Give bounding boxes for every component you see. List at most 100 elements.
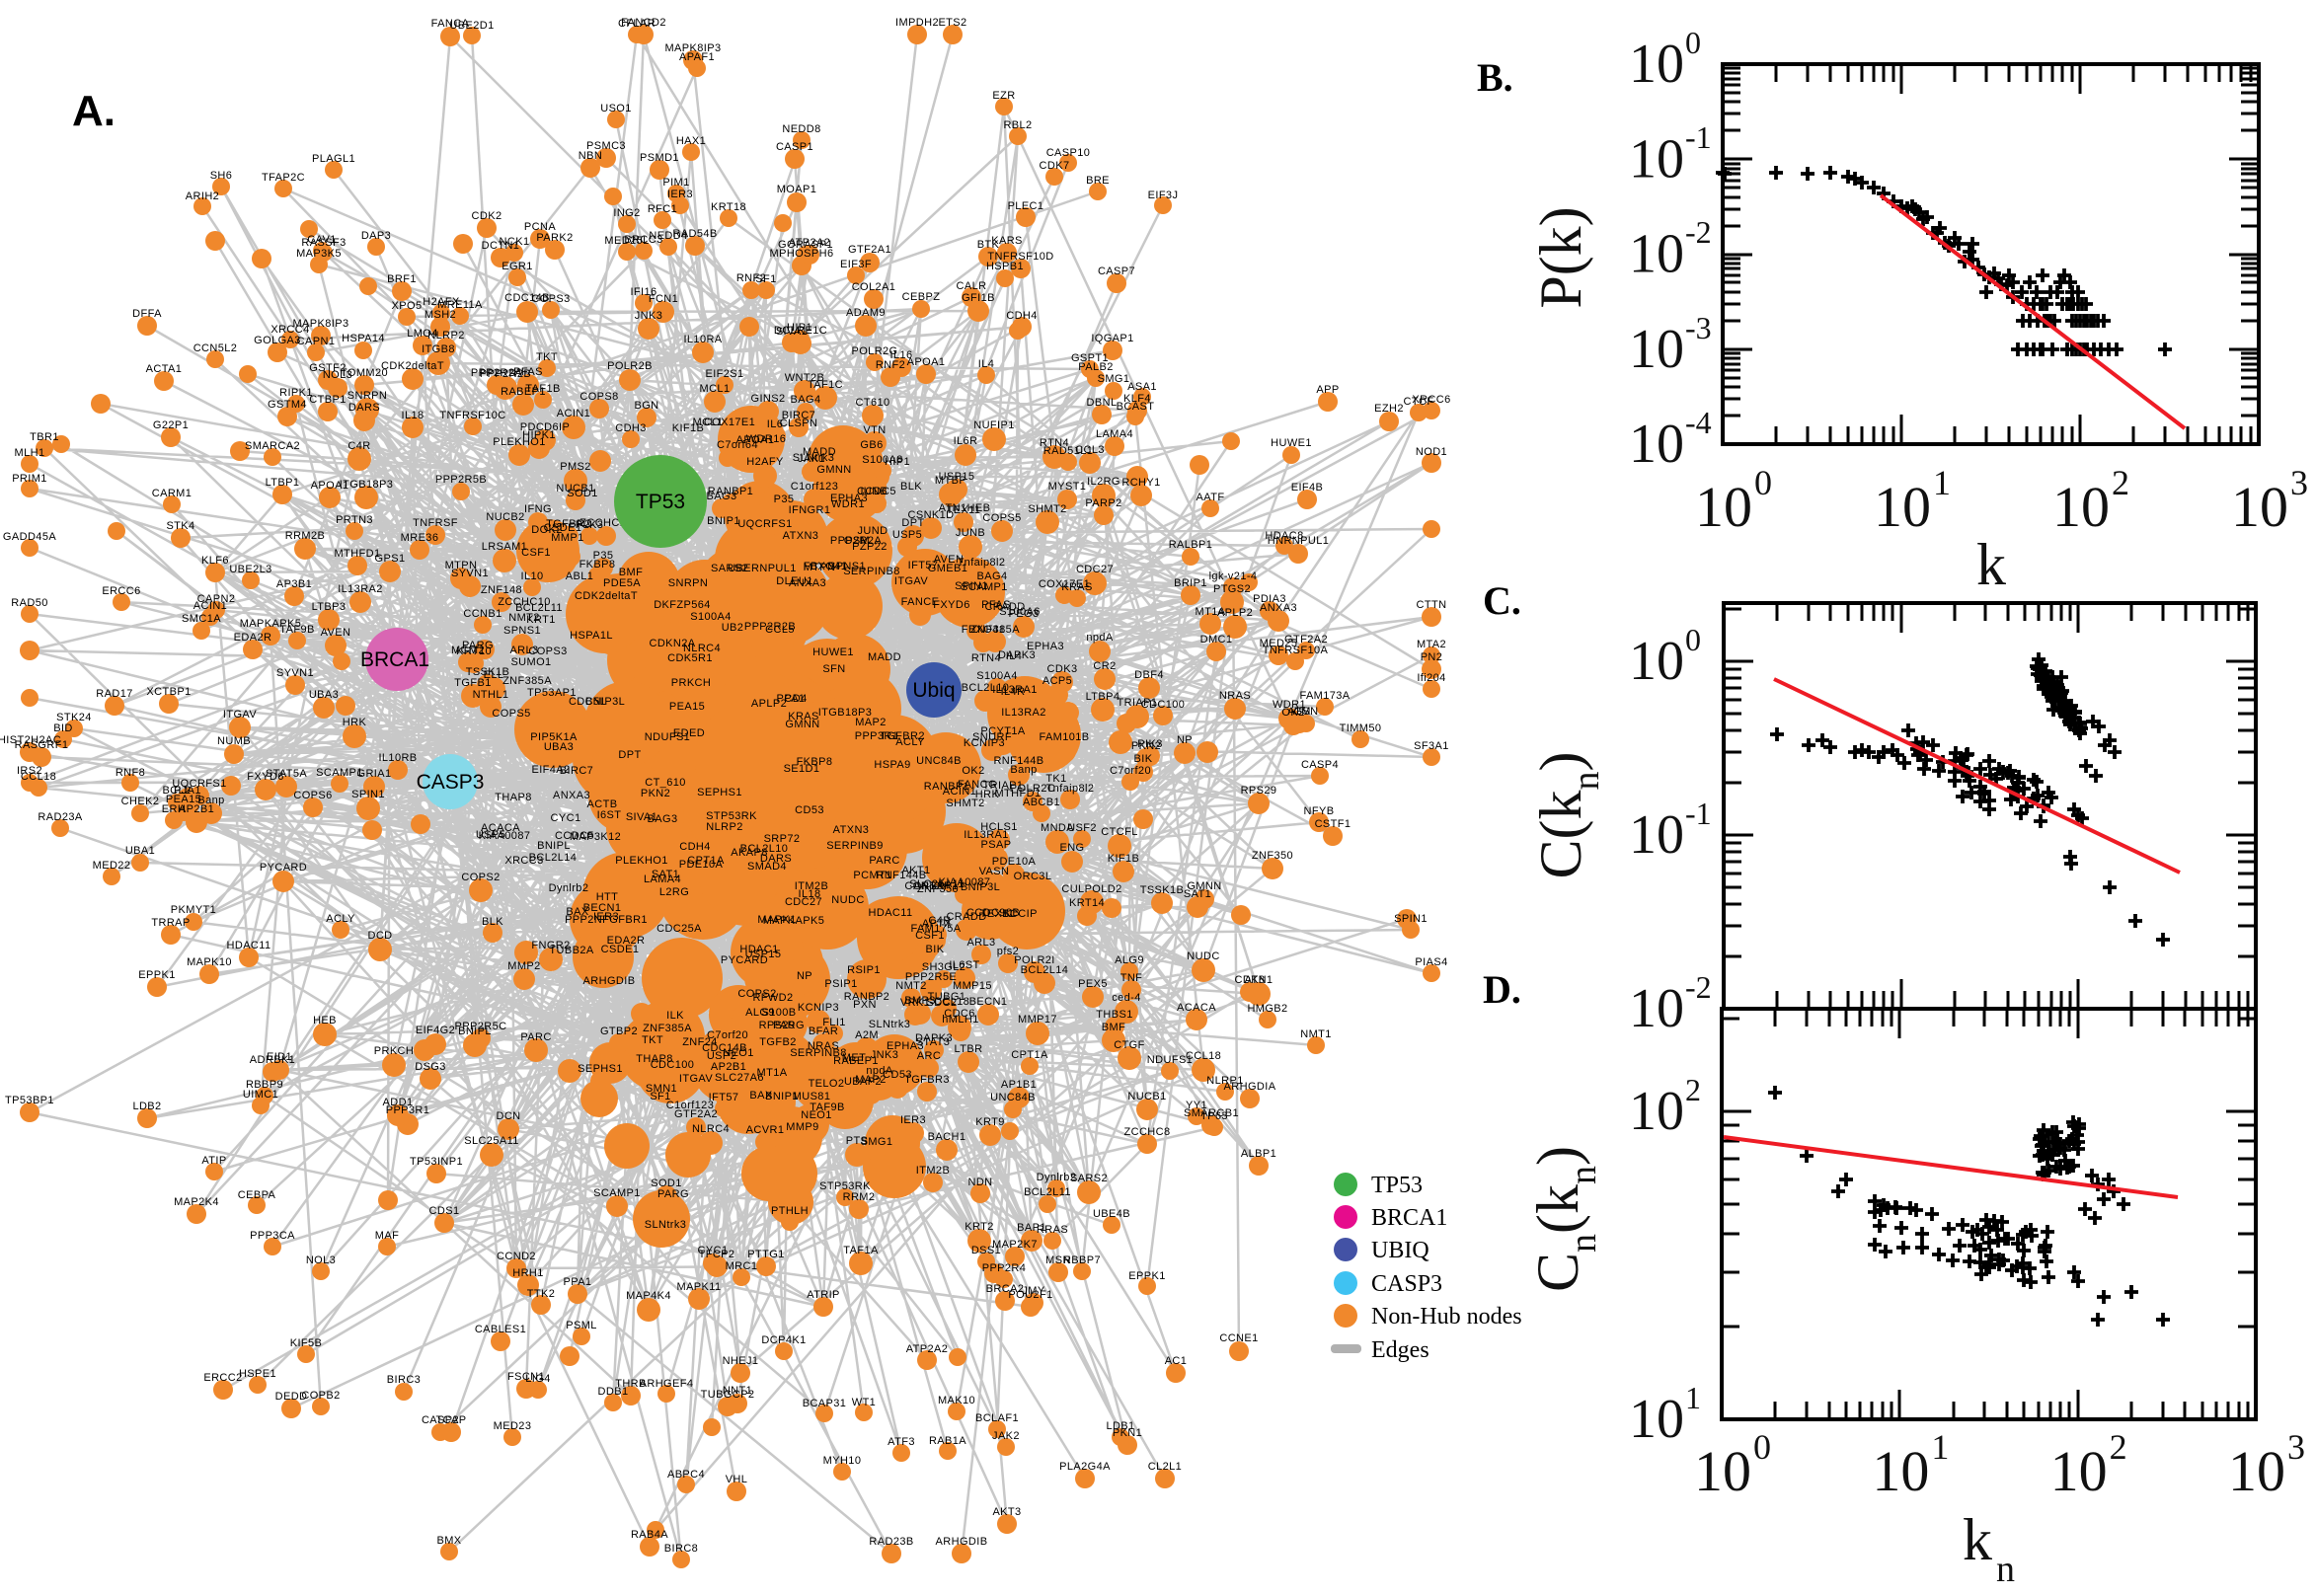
svg-text:ATP2A2: ATP2A2 bbox=[789, 237, 831, 249]
svg-text:KRT9: KRT9 bbox=[975, 1116, 1005, 1128]
svg-text:CDK2: CDK2 bbox=[472, 210, 502, 222]
svg-text:EDA2R: EDA2R bbox=[607, 935, 646, 947]
svg-text:IFI16: IFI16 bbox=[630, 286, 656, 298]
svg-text:NMT1: NMT1 bbox=[1300, 1028, 1332, 1040]
svg-text:COPS3: COPS3 bbox=[528, 646, 567, 657]
svg-text:XRCC4: XRCC4 bbox=[270, 324, 309, 336]
svg-text:UBE4B: UBE4B bbox=[1093, 1208, 1130, 1220]
svg-text:USP15: USP15 bbox=[939, 471, 975, 483]
svg-text:10: 10 bbox=[1695, 475, 1752, 539]
svg-text:Tnfaip8l2: Tnfaip8l2 bbox=[958, 557, 1006, 569]
svg-text:PARG: PARG bbox=[462, 640, 494, 651]
svg-text:CCL18: CCL18 bbox=[934, 996, 969, 1008]
svg-text:NEO1: NEO1 bbox=[801, 1109, 832, 1121]
svg-text:10: 10 bbox=[1629, 128, 1684, 190]
svg-text:BIK: BIK bbox=[926, 944, 945, 955]
svg-text:GORASP1: GORASP1 bbox=[778, 239, 833, 251]
svg-text:FAM173A: FAM173A bbox=[1299, 690, 1350, 702]
svg-text:SYVN1: SYVN1 bbox=[451, 568, 489, 579]
svg-text:CASP3: CASP3 bbox=[417, 771, 485, 794]
svg-text:ETS2: ETS2 bbox=[938, 17, 966, 29]
svg-text:POLR2B: POLR2B bbox=[607, 360, 653, 372]
svg-text:RAD17: RAD17 bbox=[96, 688, 132, 700]
svg-text:TCAP: TCAP bbox=[436, 1414, 467, 1426]
svg-text:AKT3: AKT3 bbox=[992, 1506, 1021, 1518]
svg-text:JAK1: JAK1 bbox=[798, 453, 825, 465]
svg-text:Non-Hub nodes: Non-Hub nodes bbox=[1371, 1304, 1522, 1330]
svg-text:KARS: KARS bbox=[991, 235, 1023, 247]
svg-text:TAF1A: TAF1A bbox=[843, 1245, 879, 1256]
svg-text:TNFRSF10A: TNFRSF10A bbox=[1263, 645, 1329, 656]
svg-text:MADD: MADD bbox=[803, 446, 836, 458]
svg-text:TAF9B: TAF9B bbox=[279, 624, 314, 636]
svg-text:SPIN1: SPIN1 bbox=[351, 789, 385, 800]
svg-text:IL10RA: IL10RA bbox=[683, 334, 722, 345]
svg-text:HRH1: HRH1 bbox=[512, 1267, 544, 1279]
svg-text:-3: -3 bbox=[1685, 310, 1712, 345]
svg-text:0: 0 bbox=[1753, 1427, 1771, 1467]
svg-text:IL13RA1: IL13RA1 bbox=[992, 684, 1038, 696]
svg-text:k: k bbox=[1976, 532, 2006, 597]
svg-text:CCL5: CCL5 bbox=[765, 624, 795, 636]
svg-text:EIF3J: EIF3J bbox=[1148, 190, 1179, 201]
svg-text:STK4: STK4 bbox=[166, 520, 194, 532]
svg-text:MAPK1: MAPK1 bbox=[757, 914, 796, 926]
svg-text:RFWD2: RFWD2 bbox=[752, 992, 793, 1004]
svg-text:PPP2R5B: PPP2R5B bbox=[435, 474, 487, 486]
svg-text:CAPN2: CAPN2 bbox=[197, 593, 236, 605]
svg-text:BTK: BTK bbox=[977, 239, 1000, 251]
svg-text:BRE: BRE bbox=[1086, 175, 1110, 187]
svg-text:10: 10 bbox=[1629, 414, 1684, 475]
svg-text:TNFRSF10D: TNFRSF10D bbox=[987, 251, 1053, 263]
svg-text:ced-4: ced-4 bbox=[1112, 992, 1141, 1004]
svg-text:BNIP1: BNIP1 bbox=[707, 515, 740, 527]
svg-text:10: 10 bbox=[1629, 224, 1684, 285]
svg-text:MCL1: MCL1 bbox=[700, 383, 731, 395]
svg-text:GTF2A1: GTF2A1 bbox=[848, 244, 891, 256]
svg-text:CL2L1: CL2L1 bbox=[1148, 1461, 1182, 1473]
svg-text:PZP22: PZP22 bbox=[852, 541, 888, 553]
svg-text:ACIN1: ACIN1 bbox=[557, 408, 590, 419]
svg-text:PLEKHO1: PLEKHO1 bbox=[615, 855, 668, 867]
svg-text:MMP15: MMP15 bbox=[953, 980, 992, 992]
svg-text:ADRBK1: ADRBK1 bbox=[250, 1054, 295, 1066]
svg-text:ZNF24: ZNF24 bbox=[682, 1036, 718, 1048]
svg-text:DBF4: DBF4 bbox=[1134, 669, 1164, 681]
svg-text:KRT18: KRT18 bbox=[711, 201, 746, 213]
svg-text:BRCA2: BRCA2 bbox=[986, 1283, 1025, 1295]
svg-text:USP2: USP2 bbox=[707, 1050, 736, 1062]
svg-text:Dynlrb2: Dynlrb2 bbox=[1037, 1172, 1077, 1183]
svg-text:BMF: BMF bbox=[619, 567, 643, 578]
svg-text:SAT1: SAT1 bbox=[1184, 888, 1211, 900]
svg-text:UQCRFS1: UQCRFS1 bbox=[737, 518, 792, 530]
svg-text:CDK2deltaT: CDK2deltaT bbox=[381, 360, 444, 372]
svg-text:PPP2R5E: PPP2R5E bbox=[905, 971, 957, 983]
svg-text:10: 10 bbox=[2228, 1439, 2285, 1503]
svg-text:DBNL: DBNL bbox=[1087, 397, 1118, 409]
svg-text:FKBP8: FKBP8 bbox=[579, 559, 616, 570]
svg-text:PTGS2: PTGS2 bbox=[1213, 583, 1251, 595]
svg-text:10: 10 bbox=[2050, 1439, 2108, 1503]
svg-text:RNF2: RNF2 bbox=[736, 272, 766, 284]
svg-text:NOL3: NOL3 bbox=[323, 369, 352, 381]
svg-text:HSPA9: HSPA9 bbox=[874, 759, 910, 771]
svg-text:IL4R: IL4R bbox=[1001, 686, 1026, 698]
svg-text:COPS6: COPS6 bbox=[293, 790, 332, 801]
svg-text:PYCARD: PYCARD bbox=[260, 862, 307, 874]
svg-text:BCL2L10: BCL2L10 bbox=[740, 843, 789, 855]
svg-text:APOA1: APOA1 bbox=[736, 434, 775, 446]
svg-text:BCL2L11: BCL2L11 bbox=[515, 602, 563, 614]
svg-text:BRCA1: BRCA1 bbox=[1371, 1205, 1447, 1231]
svg-text:-1: -1 bbox=[1685, 119, 1712, 155]
svg-text:TP53BP1: TP53BP1 bbox=[5, 1095, 54, 1106]
svg-text:PXN: PXN bbox=[853, 999, 877, 1011]
svg-text:EDED: EDED bbox=[673, 727, 705, 739]
svg-text:GSTM4: GSTM4 bbox=[268, 399, 307, 411]
svg-text:PRTN3: PRTN3 bbox=[336, 514, 373, 526]
svg-text:KIAA0087: KIAA0087 bbox=[939, 876, 991, 888]
svg-text:MAPKAPK5: MAPKAPK5 bbox=[240, 618, 302, 630]
svg-text:PN2: PN2 bbox=[1421, 651, 1443, 663]
svg-text:CDK7: CDK7 bbox=[1040, 160, 1070, 172]
svg-text:SCAMP1: SCAMP1 bbox=[593, 1187, 641, 1199]
svg-text:PPP3CA: PPP3CA bbox=[250, 1230, 295, 1242]
